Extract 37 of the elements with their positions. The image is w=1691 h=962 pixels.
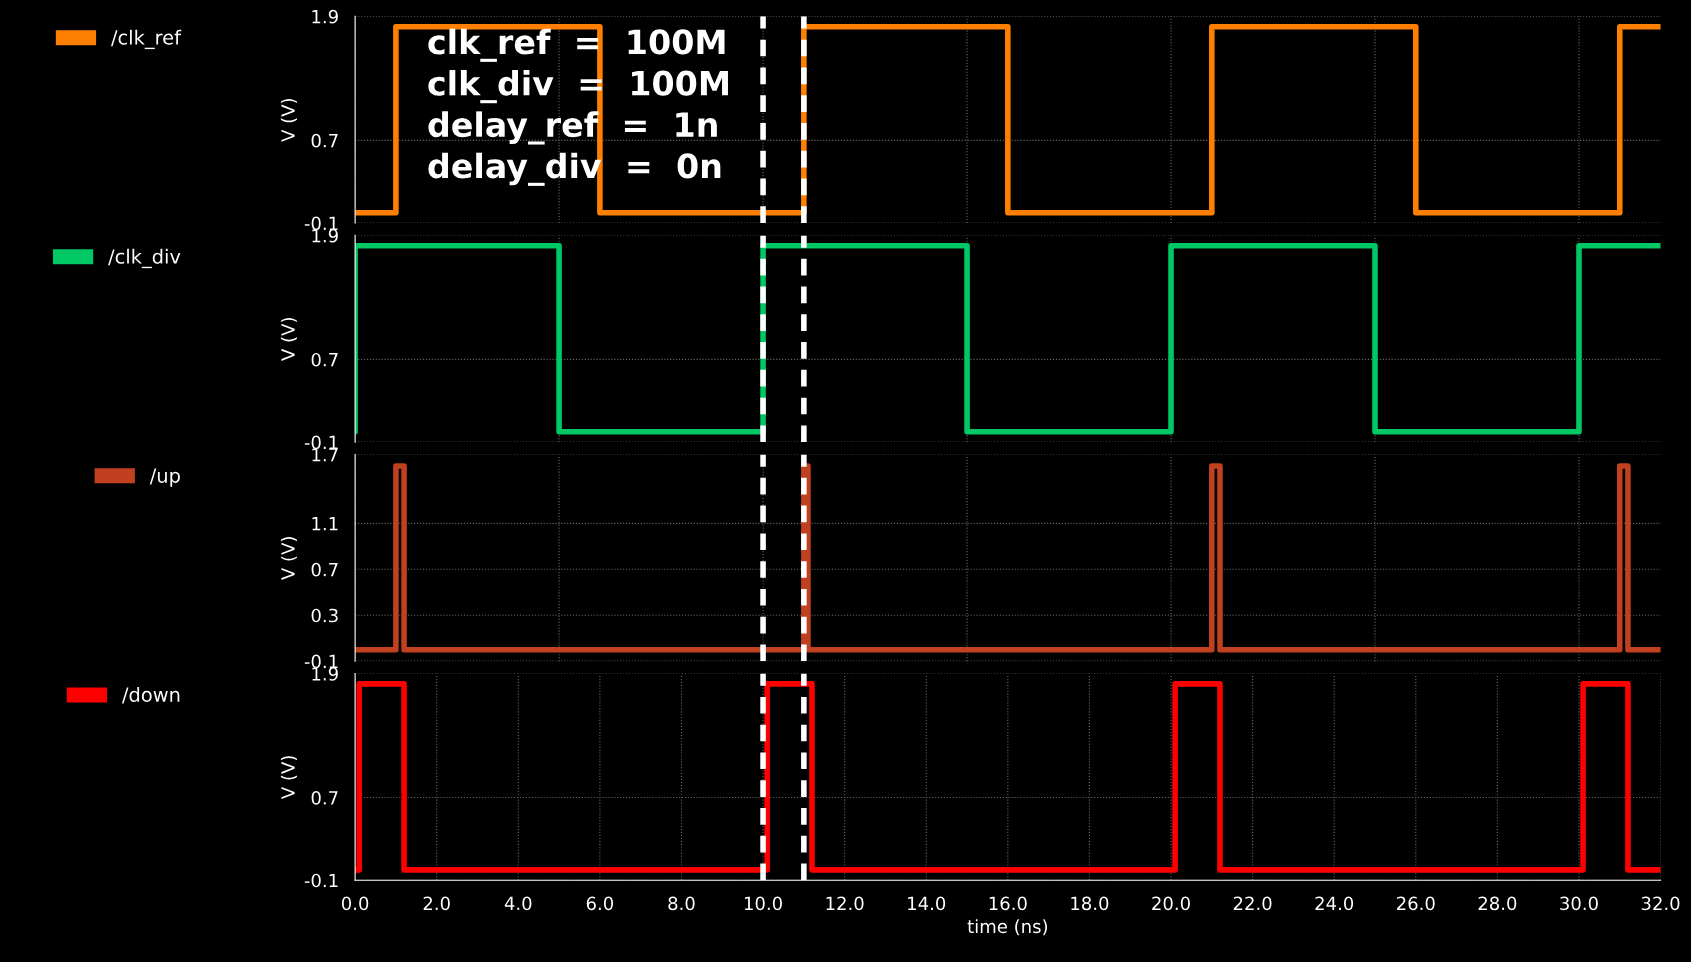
x-tick-label: 4.0 (504, 896, 532, 911)
y-axis-title: V (V) (280, 756, 297, 800)
legend-label: /up (149, 468, 180, 487)
y-axis-title: V (V) (280, 318, 297, 361)
y-tick-label: 1.9 (312, 9, 338, 24)
y-tick-label: -0.1 (304, 873, 338, 888)
x-tick-label: 20.0 (1152, 896, 1190, 911)
legend-label: /clk_div (108, 248, 181, 269)
y-tick-label: 0.7 (311, 791, 338, 805)
y-tick-label: 1.1 (312, 517, 338, 531)
y-tick-label: -0.1 (304, 216, 338, 231)
x-axis-title: time (ns) (967, 919, 1048, 936)
x-tick-label: 8.0 (668, 896, 695, 911)
x-tick-label: 32.0 (1641, 896, 1680, 911)
y-tick-label: -0.1 (304, 654, 338, 669)
y-tick-label: 0.3 (311, 608, 338, 623)
legend-label: /down (121, 686, 180, 704)
legend-label: /clk_ref (110, 29, 182, 50)
x-tick-label: 22.0 (1233, 896, 1272, 911)
y-axis-title: V (V) (280, 537, 297, 580)
y-axis-title: V (V) (280, 98, 297, 142)
y-tick-label: 0.7 (311, 352, 338, 367)
x-tick-label: 18.0 (1071, 896, 1109, 911)
x-tick-label: 16.0 (989, 896, 1027, 911)
x-tick-label: 30.0 (1560, 896, 1598, 911)
x-tick-label: 12.0 (826, 896, 864, 911)
x-tick-label: 28.0 (1478, 896, 1517, 911)
y-tick-label: -0.1 (304, 435, 338, 450)
x-tick-label: 2.0 (423, 896, 450, 911)
x-tick-label: 6.0 (586, 896, 614, 911)
y-tick-label: 0.7 (311, 562, 338, 577)
x-tick-label: 24.0 (1315, 896, 1354, 911)
x-tick-label: 10.0 (744, 896, 782, 911)
x-tick-label: 0.0 (341, 896, 369, 911)
x-tick-label: 26.0 (1397, 896, 1435, 911)
x-tick-label: 14.0 (908, 896, 946, 911)
y-tick-label: 0.7 (311, 133, 338, 148)
